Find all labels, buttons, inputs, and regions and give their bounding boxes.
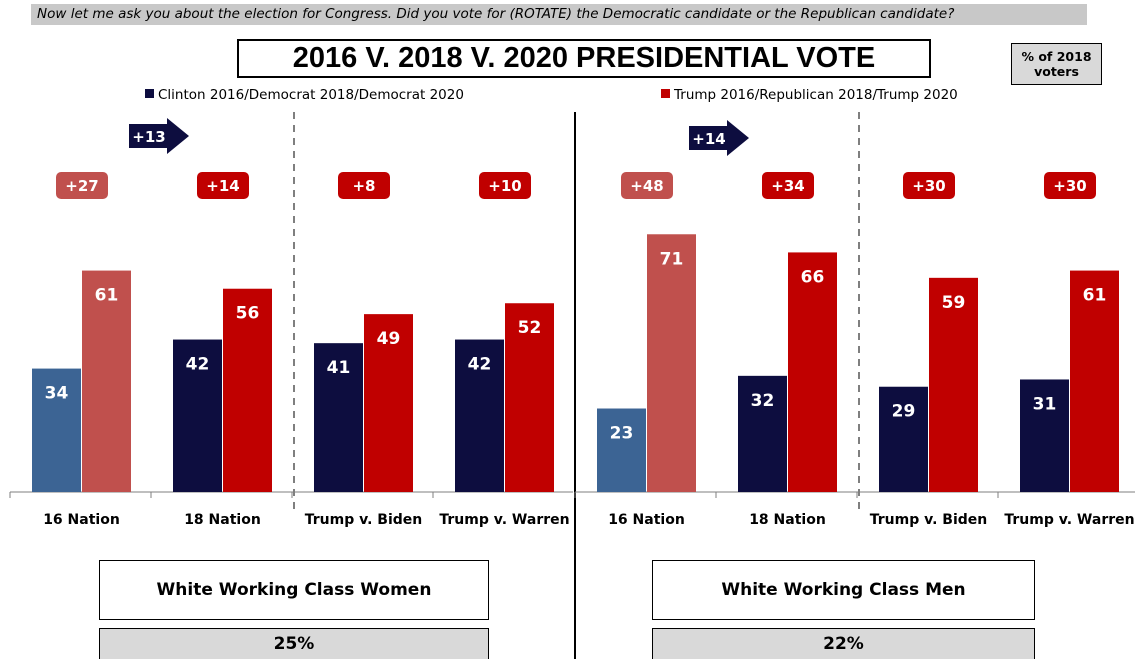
margin-badge bbox=[197, 172, 249, 199]
x-tick-label: 18 Nation bbox=[184, 512, 261, 528]
legend-label-democrat: Clinton 2016/Democrat 2018/Democrat 2020 bbox=[158, 87, 464, 103]
margin-badge bbox=[479, 172, 531, 199]
data-label-democrat: 41 bbox=[327, 358, 351, 378]
bar-democrat bbox=[879, 386, 928, 492]
legend-label-republican: Trump 2016/Republican 2018/Trump 2020 bbox=[674, 87, 958, 103]
legend-item-democrat: Clinton 2016/Democrat 2018/Democrat 2020 bbox=[145, 86, 464, 104]
margin-badge-label: +30 bbox=[1053, 177, 1086, 195]
bar-democrat bbox=[455, 339, 504, 492]
data-label-democrat: 23 bbox=[610, 424, 634, 444]
bar-republican bbox=[223, 288, 272, 492]
margin-badge-label: +27 bbox=[65, 177, 98, 195]
data-label-democrat: 34 bbox=[45, 384, 69, 404]
margin-badge bbox=[903, 172, 955, 199]
x-tick-label: Trump v. Warren bbox=[1004, 512, 1134, 528]
shift-arrow-icon bbox=[129, 118, 189, 154]
margin-badge-label: +48 bbox=[630, 177, 663, 195]
group-share-men: 22% bbox=[652, 628, 1035, 659]
margin-badge bbox=[1044, 172, 1096, 199]
share-of-voters-box: % of 2018 voters bbox=[1011, 43, 1102, 85]
bar-republican bbox=[82, 270, 131, 492]
data-label-republican: 59 bbox=[942, 293, 966, 313]
data-label-democrat: 42 bbox=[186, 355, 210, 375]
margin-badge bbox=[762, 172, 814, 199]
data-label-democrat: 31 bbox=[1033, 394, 1057, 414]
data-label-republican: 52 bbox=[518, 318, 542, 338]
legend-swatch-democrat bbox=[145, 89, 154, 98]
legend-swatch-republican bbox=[661, 89, 670, 98]
x-tick-label: 16 Nation bbox=[608, 512, 685, 528]
data-label-republican: 56 bbox=[236, 304, 260, 324]
legend-item-republican: Trump 2016/Republican 2018/Trump 2020 bbox=[661, 86, 958, 104]
bar-democrat bbox=[32, 368, 81, 492]
shift-arrow-label: +13 bbox=[132, 128, 165, 146]
margin-badge-label: +14 bbox=[206, 177, 239, 195]
bar-republican bbox=[1070, 270, 1119, 492]
share-label-line2: voters bbox=[1034, 64, 1079, 79]
data-label-democrat: 42 bbox=[468, 355, 492, 375]
bar-republican bbox=[505, 303, 554, 492]
margin-badge-label: +8 bbox=[352, 177, 375, 195]
x-tick-label: Trump v. Biden bbox=[305, 512, 423, 528]
margin-badge-label: +30 bbox=[912, 177, 945, 195]
bar-democrat bbox=[314, 343, 363, 492]
margin-badge bbox=[56, 172, 108, 199]
data-label-democrat: 32 bbox=[751, 391, 775, 411]
data-label-republican: 61 bbox=[95, 286, 119, 306]
bar-democrat bbox=[738, 375, 787, 492]
bar-democrat bbox=[1020, 379, 1069, 492]
data-label-republican: 71 bbox=[660, 249, 684, 269]
data-label-republican: 61 bbox=[1083, 286, 1107, 306]
share-label-line1: % of 2018 bbox=[1021, 49, 1092, 64]
group-label-women: White Working Class Women bbox=[99, 560, 489, 620]
bar-republican bbox=[647, 234, 696, 492]
x-tick-label: Trump v. Biden bbox=[870, 512, 988, 528]
bar-republican bbox=[364, 314, 413, 492]
x-tick-label: 16 Nation bbox=[43, 512, 120, 528]
question-text: Now let me ask you about the election fo… bbox=[31, 4, 1087, 25]
group-share-women: 25% bbox=[99, 628, 489, 659]
margin-badge-label: +34 bbox=[771, 177, 804, 195]
x-tick-label: Trump v. Warren bbox=[439, 512, 569, 528]
bar-democrat bbox=[173, 339, 222, 492]
data-label-democrat: 29 bbox=[892, 402, 916, 422]
data-label-republican: 66 bbox=[801, 267, 825, 287]
bar-democrat bbox=[597, 408, 646, 492]
chart-title: 2016 V. 2018 V. 2020 PRESIDENTIAL VOTE bbox=[237, 39, 931, 78]
group-label-men: White Working Class Men bbox=[652, 560, 1035, 620]
margin-badge bbox=[621, 172, 673, 199]
margin-badge bbox=[338, 172, 390, 199]
shift-arrow-icon bbox=[689, 120, 749, 156]
margin-badge-label: +10 bbox=[488, 177, 521, 195]
bar-republican bbox=[929, 277, 978, 492]
data-label-republican: 49 bbox=[377, 329, 401, 349]
shift-arrow-label: +14 bbox=[692, 130, 725, 148]
x-tick-label: 18 Nation bbox=[749, 512, 826, 528]
bar-republican bbox=[788, 252, 837, 492]
